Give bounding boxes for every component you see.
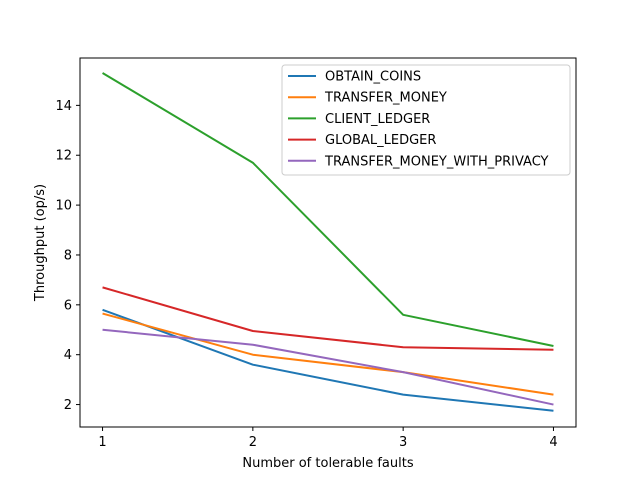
y-tick-label: 6 bbox=[64, 298, 72, 313]
legend-entry: OBTAIN_COINS bbox=[325, 70, 421, 85]
x-tick-label: 4 bbox=[549, 435, 557, 450]
legend-entry: TRANSFER_MONEY_WITH_PRIVACY bbox=[324, 154, 549, 169]
series-line-transfer-money-with-privacy bbox=[102, 328, 554, 406]
y-tick-label: 2 bbox=[64, 398, 72, 413]
series-line-client-ledger bbox=[102, 72, 554, 347]
y-tick-label: 10 bbox=[55, 199, 72, 214]
x-tick-label: 1 bbox=[98, 435, 106, 450]
series-lines bbox=[102, 72, 554, 412]
y-tick-label: 14 bbox=[55, 99, 72, 114]
x-tick-label: 2 bbox=[249, 435, 257, 450]
series-line-global-ledger bbox=[102, 286, 554, 351]
legend-entry: CLIENT_LEDGER bbox=[325, 112, 430, 127]
x-axis-ticks: 1 2 3 4 bbox=[98, 427, 558, 450]
series-line-obtain-coins bbox=[102, 308, 554, 412]
x-axis-label: Number of tolerable faults bbox=[242, 456, 413, 471]
y-tick-label: 12 bbox=[55, 149, 72, 164]
y-tick-label: 8 bbox=[64, 248, 72, 263]
series-line-transfer-money bbox=[102, 312, 554, 396]
axes-frame bbox=[79, 57, 577, 428]
legend: OBTAIN_COINS TRANSFER_MONEY CLIENT_LEDGER G… bbox=[281, 64, 571, 176]
x-tick-label: 3 bbox=[399, 435, 407, 450]
legend-entry: GLOBAL_LEDGER bbox=[325, 133, 436, 148]
legend-box bbox=[281, 64, 571, 176]
y-tick-label: 4 bbox=[64, 348, 72, 363]
legend-entry: TRANSFER_MONEY bbox=[324, 91, 447, 106]
y-axis-label: Throughput (op/s) bbox=[33, 184, 48, 302]
y-axis-ticks: 2 4 6 8 10 12 14 bbox=[55, 99, 80, 413]
